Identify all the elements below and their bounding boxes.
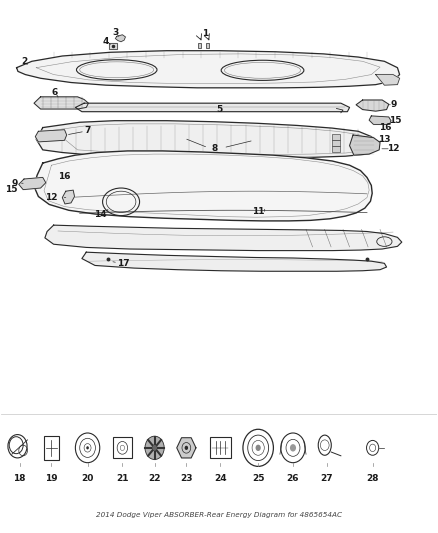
Polygon shape xyxy=(350,135,380,155)
Text: 14: 14 xyxy=(94,210,107,219)
Bar xyxy=(210,437,231,458)
Text: 25: 25 xyxy=(252,474,265,483)
Bar xyxy=(332,140,340,146)
Polygon shape xyxy=(75,103,350,112)
Text: 9: 9 xyxy=(11,179,18,188)
Text: 7: 7 xyxy=(85,126,91,135)
Circle shape xyxy=(152,445,157,451)
Text: 15: 15 xyxy=(5,185,18,194)
Polygon shape xyxy=(177,438,196,458)
Polygon shape xyxy=(110,43,117,49)
Polygon shape xyxy=(369,116,391,124)
Polygon shape xyxy=(34,97,88,109)
Text: 17: 17 xyxy=(117,259,130,268)
Bar xyxy=(198,43,201,47)
Text: 16: 16 xyxy=(58,172,71,181)
Text: 5: 5 xyxy=(216,104,222,114)
Text: 9: 9 xyxy=(391,100,397,109)
Text: 22: 22 xyxy=(148,474,161,483)
Text: 24: 24 xyxy=(214,474,226,483)
Circle shape xyxy=(255,445,261,451)
Polygon shape xyxy=(376,75,399,85)
Text: 2014 Dodge Viper ABSORBER-Rear Energy Diagram for 4865654AC: 2014 Dodge Viper ABSORBER-Rear Energy Di… xyxy=(96,512,342,519)
Text: 12: 12 xyxy=(387,144,399,154)
Text: 19: 19 xyxy=(45,474,58,483)
Circle shape xyxy=(145,436,164,459)
Circle shape xyxy=(290,444,296,451)
Text: 1: 1 xyxy=(202,29,208,38)
Circle shape xyxy=(86,446,89,449)
Text: 8: 8 xyxy=(212,144,218,154)
Polygon shape xyxy=(116,35,125,42)
Text: 2: 2 xyxy=(21,58,27,66)
Polygon shape xyxy=(82,252,387,271)
Text: 26: 26 xyxy=(287,474,299,483)
Text: 11: 11 xyxy=(252,207,265,216)
Polygon shape xyxy=(62,190,74,204)
Text: 15: 15 xyxy=(389,116,402,125)
Text: 21: 21 xyxy=(116,474,129,483)
Text: 6: 6 xyxy=(51,87,58,96)
Bar xyxy=(332,134,340,140)
Polygon shape xyxy=(17,51,399,88)
Text: 20: 20 xyxy=(81,474,94,483)
Text: 4: 4 xyxy=(102,37,109,46)
Bar xyxy=(332,146,340,152)
Bar xyxy=(206,43,209,47)
Polygon shape xyxy=(356,100,389,111)
Polygon shape xyxy=(34,151,372,221)
Polygon shape xyxy=(36,120,378,158)
Text: 12: 12 xyxy=(46,192,58,201)
Text: 3: 3 xyxy=(112,28,119,37)
Polygon shape xyxy=(19,177,46,190)
Text: 16: 16 xyxy=(379,123,392,132)
Text: 18: 18 xyxy=(14,474,26,483)
Bar xyxy=(113,437,131,458)
Text: 28: 28 xyxy=(366,474,379,483)
Circle shape xyxy=(185,446,188,450)
Polygon shape xyxy=(45,225,402,251)
Polygon shape xyxy=(35,130,67,142)
Text: 27: 27 xyxy=(321,474,333,483)
Text: 13: 13 xyxy=(378,135,391,144)
Text: 23: 23 xyxy=(180,474,193,483)
